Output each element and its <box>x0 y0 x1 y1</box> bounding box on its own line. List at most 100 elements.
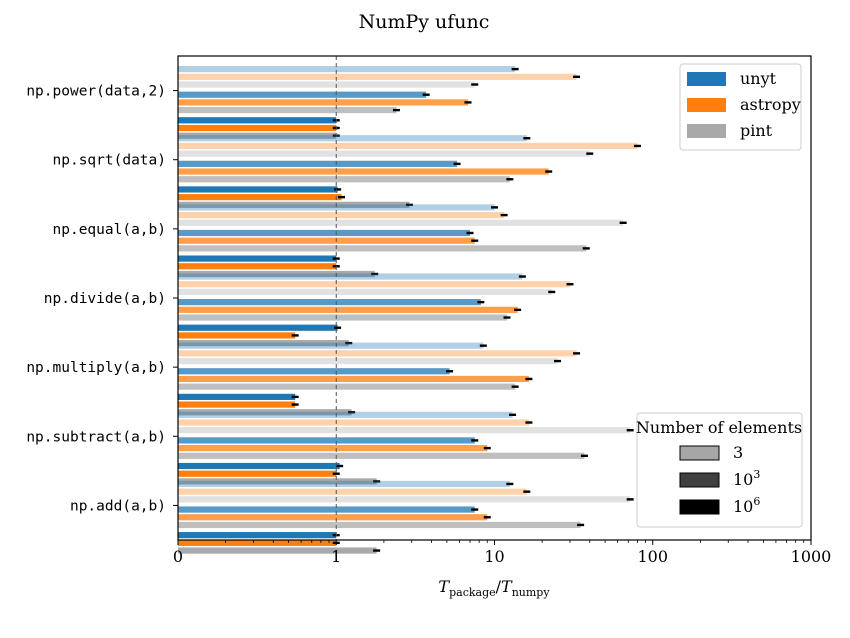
y-tick-label-np-power-data-2: np.power(data,2) <box>26 84 166 100</box>
bar-np-multiply-a-b-astropy-n1e3 <box>178 375 529 383</box>
bars-layer <box>178 66 641 554</box>
bar-np-divide-a-b-unyt-n3 <box>178 273 523 280</box>
bar-np-multiply-a-b-astropy-n1e6 <box>178 401 296 408</box>
bar-np-add-a-b-unyt-n3 <box>178 480 510 488</box>
y-tick-label-np-add-a-b: np.add(a,b) <box>70 498 166 514</box>
x-axis-label: Tpackage/Tnumpy <box>438 577 550 599</box>
bar-np-add-a-b-astropy-n1e6 <box>178 539 337 546</box>
bar-np-add-a-b-unyt-n1e6 <box>178 532 337 539</box>
bar-np-sqrt-data-unyt-n3 <box>178 135 527 142</box>
bar-np-multiply-a-b-unyt-n1e3 <box>178 368 450 375</box>
bar-np-divide-a-b-unyt-n1e3 <box>178 299 481 306</box>
bar-np-power-data-2-astropy-n1e6 <box>178 124 337 132</box>
x-label-main-left: T <box>438 577 450 596</box>
bar-np-add-a-b-pint-n1e3 <box>178 521 581 529</box>
bar-np-sqrt-data-pint-n1e3 <box>178 176 510 183</box>
bar-np-equal-a-b-astropy-n3 <box>178 211 505 219</box>
bar-np-add-a-b-pint-n1e6 <box>178 547 377 554</box>
bar-np-multiply-a-b-pint-n1e3 <box>178 383 516 390</box>
bar-np-equal-a-b-unyt-n1e3 <box>178 229 470 237</box>
legend-swatch-astropy <box>687 98 726 112</box>
bar-np-power-data-2-pint-n1e3 <box>178 107 397 114</box>
chart-title: NumPy ufunc <box>359 11 490 33</box>
bar-np-divide-a-b-pint-n3 <box>178 288 552 296</box>
bar-np-add-a-b-astropy-n1e3 <box>178 514 488 521</box>
bar-np-multiply-a-b-pint-n1e6 <box>178 409 352 416</box>
bar-np-add-a-b-pint-n3 <box>178 496 631 503</box>
y-tick-label-np-sqrt-data: np.sqrt(data) <box>53 153 167 169</box>
x-label-slash: / <box>496 577 502 596</box>
bar-np-power-data-2-unyt-n1e3 <box>178 91 427 98</box>
bar-np-subtract-a-b-pint-n1e6 <box>178 478 377 485</box>
size-swatch-1e6 <box>679 499 720 515</box>
bar-np-subtract-a-b-unyt-n1e3 <box>178 437 475 444</box>
x-tick-label-4: 1000 <box>791 547 832 566</box>
y-tick-label-np-multiply-a-b: np.multiply(a,b) <box>26 360 166 376</box>
x-tick-label-3: 100 <box>637 547 668 566</box>
x-tick-label-2: 10 <box>484 547 504 566</box>
bar-np-power-data-2-unyt-n3 <box>178 66 516 73</box>
bar-np-sqrt-data-astropy-n3 <box>178 142 638 150</box>
bar-np-divide-a-b-pint-n1e3 <box>178 314 508 321</box>
size-label-1e3-base: 10 <box>733 470 753 489</box>
size-legend-title: Number of elements <box>636 418 802 437</box>
bar-np-multiply-a-b-unyt-n3 <box>178 342 484 349</box>
bar-np-add-a-b-astropy-n3 <box>178 488 527 495</box>
bar-np-equal-a-b-astropy-n1e6 <box>178 263 337 270</box>
bar-np-power-data-2-astropy-n3 <box>178 73 577 80</box>
bar-np-sqrt-data-pint-n1e6 <box>178 201 410 208</box>
package-legend: unyt astropy pint <box>679 63 802 151</box>
x-tick-label-0: 0 <box>173 547 183 566</box>
y-tick-label-np-equal-a-b: np.equal(a,b) <box>53 222 167 238</box>
bar-np-divide-a-b-astropy-n3 <box>178 281 571 288</box>
bar-np-multiply-a-b-pint-n3 <box>178 357 558 365</box>
x-label-sub-left: package <box>449 586 496 599</box>
y-ticks-layer: np.power(data,2) np.sqrt(data) np.equal(a,… <box>26 84 178 514</box>
size-label-3: 3 <box>733 443 743 462</box>
bar-np-subtract-a-b-unyt-n3 <box>178 411 513 418</box>
size-label-1e6: 106 <box>733 495 760 516</box>
x-label-main-right: T <box>501 577 513 596</box>
bar-np-sqrt-data-unyt-n1e3 <box>178 160 458 167</box>
x-ticks-layer: 0 1 10 100 1000 <box>173 540 831 566</box>
bar-np-subtract-a-b-astropy-n1e6 <box>178 470 337 477</box>
bar-np-power-data-2-pint-n1e6 <box>178 132 337 139</box>
bar-np-divide-a-b-unyt-n1e6 <box>178 324 338 331</box>
bar-np-sqrt-data-astropy-n1e3 <box>178 168 549 175</box>
bar-np-multiply-a-b-unyt-n1e6 <box>178 393 296 400</box>
size-legend: Number of elements 3 103 106 <box>636 412 803 528</box>
bar-np-equal-a-b-pint-n1e3 <box>178 245 587 252</box>
bar-np-subtract-a-b-astropy-n3 <box>178 419 529 426</box>
bar-np-divide-a-b-astropy-n1e6 <box>178 332 296 339</box>
bar-np-add-a-b-unyt-n1e3 <box>178 506 475 513</box>
y-tick-label-np-divide-a-b: np.divide(a,b) <box>44 291 166 307</box>
bar-np-sqrt-data-unyt-n1e6 <box>178 186 338 193</box>
x-label-sub-right: numpy <box>512 586 551 599</box>
size-legend-box <box>636 412 803 528</box>
legend-label-pint: pint <box>740 121 773 140</box>
size-label-1e6-base: 10 <box>733 497 753 516</box>
size-swatch-3 <box>679 445 720 461</box>
bar-np-sqrt-data-astropy-n1e6 <box>178 194 342 201</box>
bar-np-subtract-a-b-pint-n1e3 <box>178 452 585 459</box>
bar-np-equal-a-b-pint-n3 <box>178 219 624 226</box>
x-tick-label-1: 1 <box>331 547 341 566</box>
legend-label-unyt: unyt <box>740 69 777 88</box>
legend-label-astropy: astropy <box>740 95 801 114</box>
bar-np-multiply-a-b-astropy-n3 <box>178 350 577 357</box>
legend-swatch-pint <box>687 124 726 138</box>
size-label-1e3-exp: 3 <box>753 468 760 481</box>
bar-np-subtract-a-b-pint-n3 <box>178 427 631 434</box>
bar-np-equal-a-b-pint-n1e6 <box>178 270 375 278</box>
bar-np-power-data-2-unyt-n1e6 <box>178 117 337 124</box>
legend-swatch-unyt <box>687 72 726 86</box>
bar-np-power-data-2-pint-n3 <box>178 81 475 88</box>
size-swatch-1e3 <box>679 472 720 488</box>
bar-np-equal-a-b-unyt-n3 <box>178 204 495 211</box>
bar-np-divide-a-b-astropy-n1e3 <box>178 306 518 313</box>
size-label-1e3: 103 <box>733 468 760 489</box>
bar-np-divide-a-b-pint-n1e6 <box>178 340 349 347</box>
y-tick-label-np-subtract-a-b: np.subtract(a,b) <box>26 429 166 445</box>
bar-np-subtract-a-b-unyt-n1e6 <box>178 462 340 470</box>
bar-np-sqrt-data-pint-n3 <box>178 150 590 157</box>
